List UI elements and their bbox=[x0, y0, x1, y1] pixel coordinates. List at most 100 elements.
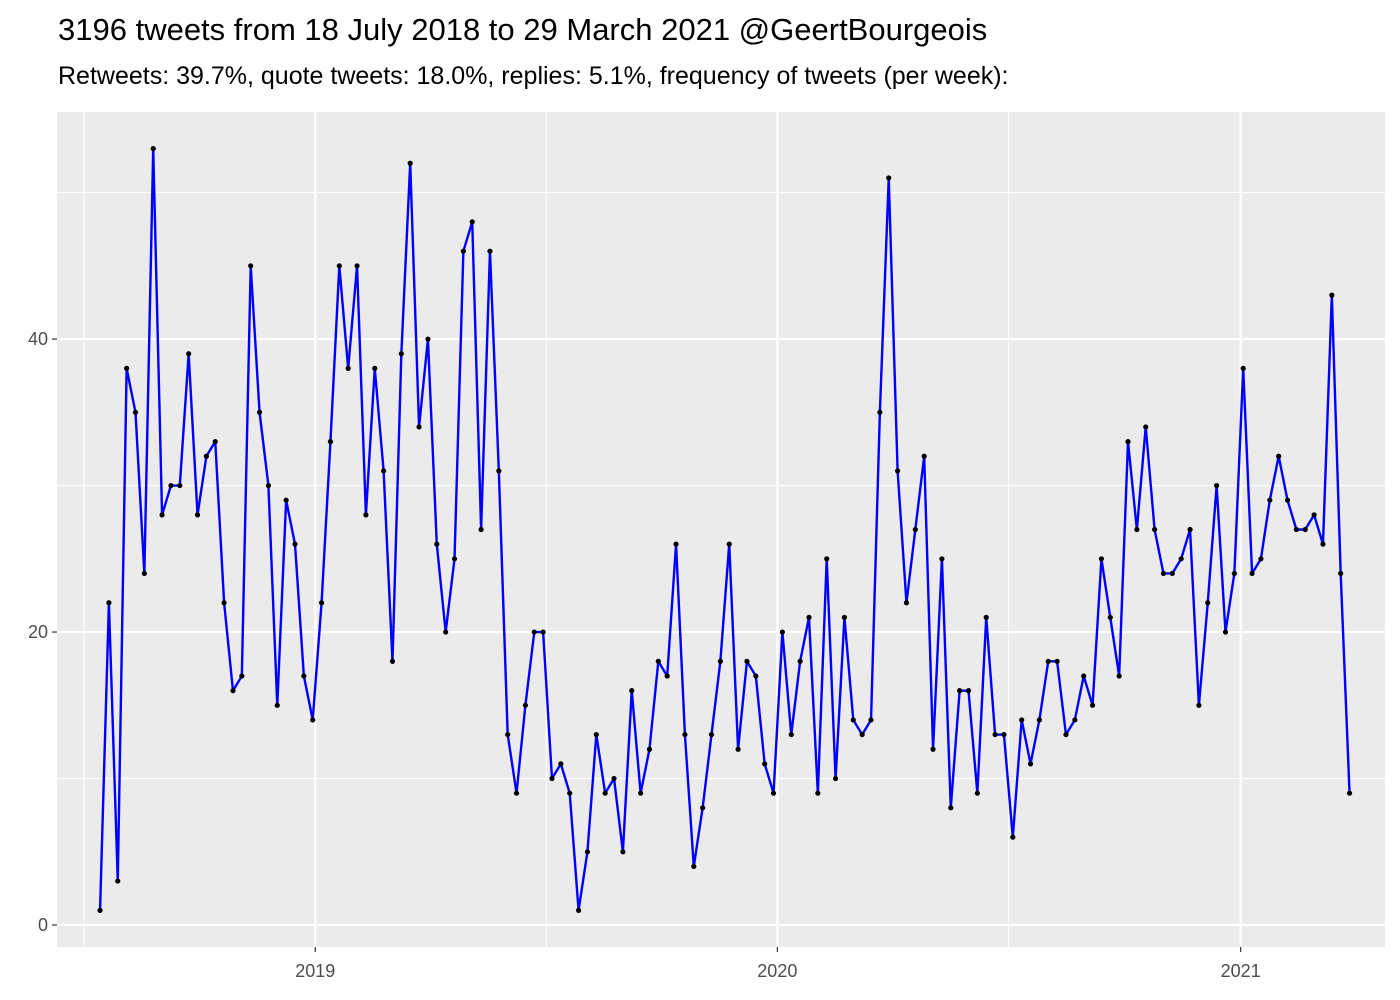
data-point bbox=[513, 790, 520, 796]
data-point bbox=[806, 614, 812, 620]
data-point bbox=[673, 541, 679, 547]
series-line-segment bbox=[346, 264, 359, 370]
data-point bbox=[788, 731, 794, 738]
series-line-segment bbox=[949, 689, 961, 810]
data-point bbox=[921, 453, 927, 459]
series-line-segment bbox=[834, 616, 846, 780]
axis-ticks bbox=[52, 338, 1242, 952]
minor-gridlines bbox=[57, 112, 1385, 947]
data-point bbox=[841, 614, 848, 620]
series-line-segment bbox=[1091, 557, 1103, 707]
series-line-segment bbox=[152, 147, 164, 517]
data-point bbox=[212, 439, 218, 445]
data-point bbox=[558, 761, 564, 767]
data-point bbox=[868, 717, 874, 723]
series-line-segment bbox=[338, 264, 350, 370]
series-line-segment bbox=[284, 499, 297, 546]
series-line-segment bbox=[1117, 440, 1130, 678]
series-line-segment bbox=[258, 411, 270, 487]
data-point bbox=[1214, 482, 1220, 489]
data-point bbox=[168, 482, 174, 489]
data-point bbox=[708, 731, 715, 738]
series-line-segment bbox=[657, 660, 669, 678]
series-line-segment bbox=[1064, 718, 1077, 736]
plot-panel bbox=[57, 112, 1385, 947]
major-gridlines bbox=[57, 112, 1385, 947]
data-point bbox=[248, 263, 254, 269]
series-line-segment bbox=[506, 733, 518, 795]
series-line-segment bbox=[541, 630, 554, 780]
series-line-segment bbox=[745, 660, 758, 678]
data-point bbox=[97, 907, 103, 913]
data-point bbox=[815, 790, 821, 796]
data-point bbox=[292, 541, 298, 547]
data-point bbox=[1010, 834, 1016, 840]
data-point bbox=[1240, 365, 1246, 371]
series-line-segment bbox=[178, 352, 190, 487]
data-point bbox=[744, 658, 750, 664]
data-point bbox=[1205, 600, 1211, 606]
series-line-segment bbox=[1011, 718, 1023, 839]
data-point bbox=[407, 160, 413, 166]
data-point bbox=[381, 468, 387, 474]
data-point bbox=[735, 746, 741, 752]
series-line-segment bbox=[790, 660, 802, 736]
series-line-segment bbox=[816, 557, 828, 795]
data-point bbox=[948, 805, 954, 811]
series-line-segment bbox=[577, 850, 589, 912]
series-line-segment bbox=[143, 147, 155, 575]
data-point bbox=[327, 439, 334, 445]
series-line-segment bbox=[1188, 528, 1201, 707]
data-point bbox=[1116, 673, 1122, 679]
series-line-segment bbox=[905, 528, 917, 604]
series-line-segment bbox=[409, 162, 421, 429]
series-line-segment bbox=[1002, 733, 1015, 839]
series-line-segment bbox=[1153, 528, 1165, 575]
series-line-segment bbox=[1277, 455, 1289, 502]
y-tick-label: 40 bbox=[28, 329, 48, 349]
series-line-segment bbox=[665, 542, 678, 678]
data-point bbox=[451, 556, 458, 562]
data-point bbox=[1134, 526, 1140, 533]
data-point bbox=[646, 746, 653, 752]
data-point bbox=[1249, 570, 1255, 577]
series-line-segment bbox=[781, 630, 793, 736]
series-line-segment bbox=[887, 176, 899, 473]
series-line-segment bbox=[763, 762, 775, 795]
data-point bbox=[372, 365, 378, 371]
data-point bbox=[1258, 556, 1264, 562]
data-point bbox=[886, 175, 892, 181]
data-point bbox=[301, 673, 307, 679]
data-point bbox=[1284, 497, 1291, 503]
series-line-segment bbox=[373, 367, 385, 473]
data-point bbox=[141, 570, 147, 577]
data-point bbox=[434, 541, 440, 547]
series-line-segment bbox=[98, 601, 111, 912]
series-line-segment bbox=[116, 367, 128, 883]
data-point bbox=[1311, 512, 1317, 518]
series-line-segment bbox=[515, 704, 527, 795]
data-point bbox=[274, 702, 280, 708]
series-line-segment bbox=[896, 469, 908, 604]
data-point bbox=[717, 658, 723, 664]
data-point bbox=[584, 849, 591, 855]
data-point bbox=[770, 790, 777, 796]
series-line-segment bbox=[825, 557, 837, 780]
data-point bbox=[389, 658, 396, 664]
data-point bbox=[965, 688, 972, 694]
series-line-segment bbox=[364, 367, 376, 517]
data-point bbox=[939, 556, 945, 562]
series-line-segment bbox=[603, 777, 616, 795]
data-point bbox=[1143, 424, 1149, 430]
series-line-segment bbox=[1135, 425, 1147, 531]
series-line-segment bbox=[914, 455, 926, 531]
data-point bbox=[602, 790, 608, 796]
series-line-segment bbox=[1233, 367, 1245, 575]
data-point bbox=[912, 526, 918, 533]
data-point bbox=[310, 717, 316, 723]
series-line-segment bbox=[267, 484, 279, 707]
data-point bbox=[345, 365, 351, 371]
series-line-segment bbox=[355, 264, 368, 517]
data-point bbox=[115, 878, 121, 884]
